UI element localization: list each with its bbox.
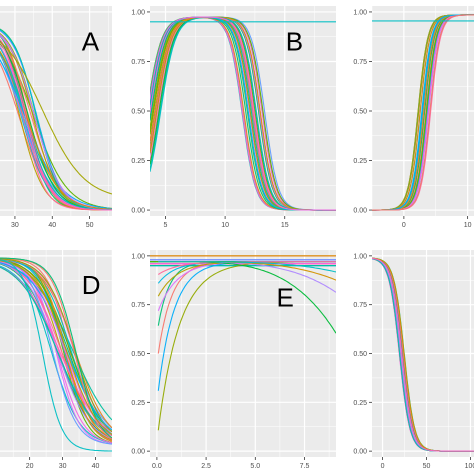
x-tick-label: 50 bbox=[423, 463, 431, 470]
series-line bbox=[0, 257, 112, 439]
panel-letter: A bbox=[82, 27, 100, 57]
y-tick-label: 0.00 bbox=[353, 449, 367, 456]
y-tick-label: 1.00 bbox=[131, 9, 145, 16]
x-tick-label: 30 bbox=[59, 463, 67, 470]
y-tick-label: 0.25 bbox=[131, 400, 145, 407]
y-tick-label: 0.50 bbox=[353, 351, 367, 358]
series-line bbox=[150, 16, 336, 211]
series-line bbox=[0, 259, 112, 452]
series-line bbox=[372, 14, 474, 211]
x-tick-label: 50 bbox=[86, 222, 94, 229]
series-line bbox=[158, 261, 336, 273]
panel-e: 0.0 2.5 5.0 7.5 0.00 0.25 0.50 0.75 1.00 E bbox=[131, 250, 336, 470]
y-tick-label: 0.50 bbox=[353, 109, 367, 116]
panel-letter: E bbox=[276, 283, 293, 313]
y-tick-label: 0.75 bbox=[353, 302, 367, 309]
series-line bbox=[0, 257, 112, 442]
x-tick-label: 20 bbox=[26, 463, 34, 470]
y-tick-label: 1.00 bbox=[353, 9, 367, 16]
y-tick-label: 0.25 bbox=[353, 400, 367, 407]
series-line bbox=[372, 257, 474, 452]
panel-letter: B bbox=[286, 27, 303, 57]
x-tick-label: 2.5 bbox=[201, 463, 211, 470]
panel-d: 20 30 40 D bbox=[0, 250, 113, 470]
series-line bbox=[0, 266, 112, 435]
y-tick-label: 1.00 bbox=[131, 253, 145, 260]
series-line bbox=[0, 260, 112, 435]
x-tick-label: 5 bbox=[164, 222, 168, 229]
panel-f: 0 50 100 0.00 0.25 0.50 0.75 1.00 bbox=[353, 250, 474, 470]
y-tick-label: 0.00 bbox=[131, 208, 145, 215]
x-tick-label: 0 bbox=[381, 463, 385, 470]
y-tick-label: 1.00 bbox=[353, 253, 367, 260]
x-tick-label: 40 bbox=[92, 463, 100, 470]
panel-c: 0 10 0.00 0.25 0.50 0.75 1.00 bbox=[353, 6, 474, 229]
y-tick-label: 0.25 bbox=[353, 158, 367, 165]
x-tick-label: 10 bbox=[221, 222, 229, 229]
x-tick-label: 10 bbox=[464, 222, 472, 229]
y-tick-label: 0.00 bbox=[131, 449, 145, 456]
x-tick-label: 30 bbox=[11, 222, 19, 229]
series-group bbox=[150, 16, 336, 211]
y-tick-label: 0.50 bbox=[131, 351, 145, 358]
x-tick-label: 0.0 bbox=[152, 463, 162, 470]
panel-a: 30 40 50 A bbox=[0, 6, 112, 229]
x-tick-label: 40 bbox=[48, 222, 56, 229]
series-line bbox=[0, 258, 112, 433]
y-tick-label: 0.75 bbox=[131, 59, 145, 66]
x-tick-label: 0 bbox=[402, 222, 406, 229]
panel-letter: D bbox=[82, 270, 101, 300]
series-group bbox=[150, 255, 336, 431]
y-tick-label: 0.75 bbox=[353, 59, 367, 66]
x-tick-label: 7.5 bbox=[300, 463, 310, 470]
x-tick-label: 15 bbox=[281, 222, 289, 229]
series-line bbox=[0, 41, 112, 195]
series-line bbox=[0, 41, 112, 211]
series-group bbox=[0, 257, 112, 452]
series-group bbox=[372, 14, 474, 211]
series-group bbox=[0, 28, 112, 211]
series-group bbox=[372, 257, 474, 452]
panel-b: 5 10 15 0.00 0.25 0.50 0.75 1.00 B bbox=[131, 6, 336, 229]
y-tick-label: 0.75 bbox=[131, 302, 145, 309]
x-tick-label: 100 bbox=[465, 463, 474, 470]
y-tick-label: 0.50 bbox=[131, 109, 145, 116]
x-tick-label: 5.0 bbox=[250, 463, 260, 470]
y-tick-label: 0.00 bbox=[353, 208, 367, 215]
y-tick-label: 0.25 bbox=[131, 158, 145, 165]
